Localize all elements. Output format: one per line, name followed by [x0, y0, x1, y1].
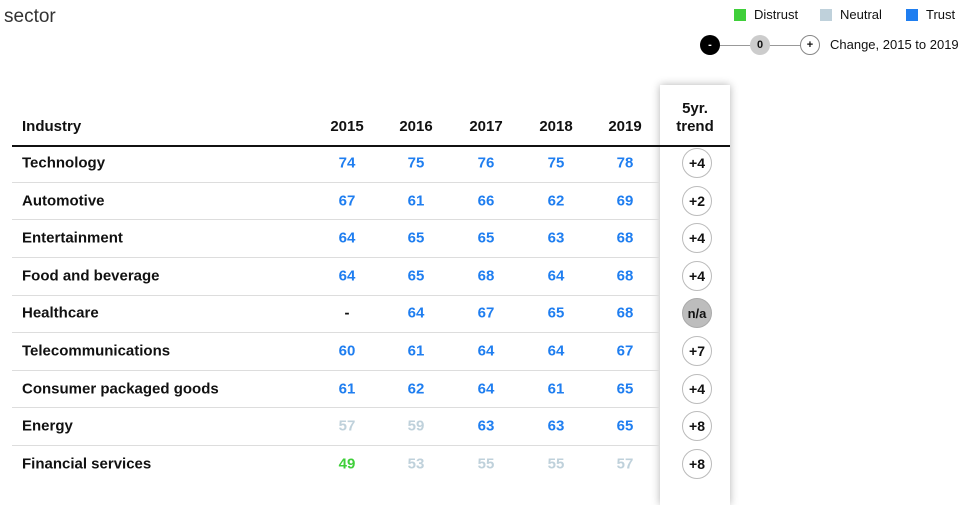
industry-name: Financial services	[22, 455, 152, 473]
value-cell: 61	[547, 380, 565, 398]
legend-item: Distrust	[734, 7, 798, 22]
row-separator	[12, 332, 660, 334]
title: sector	[4, 6, 56, 27]
legend-label: Trust	[926, 7, 956, 22]
trend-badge: +4	[682, 373, 712, 404]
value-cell: 53	[407, 455, 425, 473]
legend-label: Distrust	[754, 7, 799, 22]
value-cell: 57	[338, 417, 356, 435]
column-header: 5yr. trend	[676, 100, 714, 135]
value-cell: 57	[616, 455, 634, 473]
value-cell: 63	[477, 417, 495, 435]
value-cell: 69	[616, 192, 634, 210]
legend-swatch	[734, 8, 746, 21]
scale-zero: 0	[750, 35, 770, 55]
industry-name: Technology	[22, 154, 106, 172]
industry-name: Entertainment	[22, 229, 123, 247]
value-cell: 64	[477, 342, 495, 360]
industry-name: Healthcare	[22, 304, 99, 322]
value-cell: 63	[547, 229, 565, 247]
row-separator	[12, 407, 660, 409]
value-cell: -	[344, 304, 350, 322]
value-cell: 65	[407, 267, 425, 285]
value-cell: 68	[616, 304, 634, 322]
column-header: 2019	[608, 118, 642, 135]
value-cell: 65	[616, 417, 634, 435]
value-cell: 64	[338, 229, 356, 247]
industry-name: Energy	[22, 417, 73, 435]
value-cell: 65	[407, 229, 425, 247]
value-cell: 64	[338, 267, 356, 285]
value-cell: 67	[338, 192, 356, 210]
column-header: 2018	[539, 118, 573, 135]
value-cell: 68	[616, 229, 634, 247]
value-cell: 76	[477, 154, 495, 172]
industry-name: Automotive	[22, 192, 105, 210]
header-rule	[12, 145, 730, 147]
value-cell: 65	[547, 304, 565, 322]
scale-label: Change, 2015 to 2019	[830, 37, 959, 52]
column-header: Industry	[22, 118, 82, 135]
value-cell: 62	[407, 380, 425, 398]
value-cell: 74	[338, 154, 356, 172]
legend-label: Neutral	[840, 7, 882, 22]
row-separator	[12, 369, 660, 371]
row-separator	[12, 219, 660, 221]
value-cell: 64	[407, 304, 425, 322]
scale-plus: +	[800, 35, 820, 55]
legend-item: Neutral	[820, 7, 882, 22]
trend-badge: +8	[682, 448, 712, 479]
value-cell: 68	[477, 267, 495, 285]
value-cell: 61	[407, 342, 425, 360]
legend-swatch	[906, 8, 918, 21]
trend-badge: +4	[682, 223, 712, 254]
value-cell: 64	[547, 267, 565, 285]
trend-badge: +8	[682, 411, 712, 442]
value-cell: 65	[616, 380, 634, 398]
trend-badge: +4	[682, 260, 712, 291]
row-separator	[12, 257, 660, 258]
industry-name: Food and beverage	[22, 267, 160, 285]
value-cell: 65	[477, 229, 495, 247]
trend-badge: +4	[682, 148, 712, 178]
legend-swatch	[820, 8, 832, 21]
value-cell: 55	[547, 455, 565, 473]
value-cell: 67	[477, 304, 495, 322]
row-separator	[12, 181, 660, 183]
value-cell: 49	[338, 455, 356, 473]
value-cell: 63	[547, 417, 565, 435]
value-cell: 62	[547, 192, 565, 210]
value-cell: 60	[338, 342, 356, 360]
trend-badge: +2	[682, 185, 712, 216]
value-cell: 66	[477, 192, 495, 210]
row-separator	[12, 294, 660, 296]
value-cell: 64	[477, 380, 495, 398]
scale-minus: -	[700, 35, 720, 55]
industry-name: Consumer packaged goods	[22, 380, 219, 398]
value-cell: 75	[547, 154, 565, 172]
value-cell: 61	[338, 380, 356, 398]
trend-badge: n/a	[682, 298, 712, 329]
column-header: 2016	[399, 118, 433, 135]
value-cell: 67	[616, 342, 634, 360]
column-header: 2015	[330, 118, 364, 135]
value-cell: 75	[407, 154, 425, 172]
trend-badge: +7	[682, 336, 712, 366]
value-cell: 59	[407, 417, 425, 435]
value-cell: 61	[407, 192, 425, 210]
value-cell: 64	[547, 342, 565, 360]
value-cell: 78	[616, 154, 634, 172]
industry-name: Telecommunications	[22, 342, 171, 360]
column-header: 2017	[469, 118, 503, 135]
legend-item: Trust	[906, 7, 955, 22]
value-cell: 55	[477, 455, 495, 473]
value-cell: 68	[616, 267, 634, 285]
row-separator	[12, 445, 660, 446]
